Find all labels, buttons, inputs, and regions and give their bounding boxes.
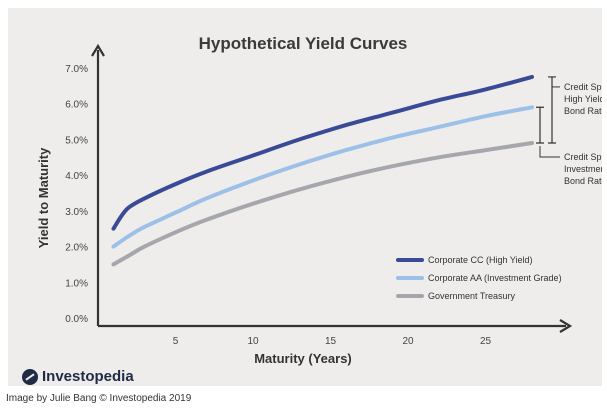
annotation-line: Bond Rated CC	[564, 106, 602, 116]
x-tick-label: 25	[480, 336, 492, 347]
investopedia-logo: Investopedia	[22, 368, 134, 385]
annotation-line: High Yield (Junk)	[564, 94, 602, 104]
series-lines	[111, 74, 534, 267]
x-tick-label: 20	[402, 336, 414, 347]
series-line-0	[111, 74, 534, 231]
y-tick-label: 4.0%	[65, 171, 88, 182]
investment-grade-spread-bracket	[536, 106, 544, 144]
annotation-line: Bond Rated AA	[564, 176, 602, 186]
y-tick-label: 2.0%	[65, 243, 88, 254]
annotation-0: Credit Spread for High Yield (Junk) Bond R…	[564, 82, 602, 116]
x-tick-label: 10	[247, 336, 259, 347]
annotation-line: Investment Grade	[564, 164, 602, 174]
x-tick-label: 5	[173, 336, 179, 347]
yield-curve-chart: Hypothetical Yield Curves 0.0% 1.0% 2.0% 3.…	[36, 34, 602, 366]
chart-axes	[91, 43, 573, 333]
y-tick-label: 3.0%	[65, 207, 88, 218]
annotation-1: Credit Spread for Investment Grade Bond Ra…	[564, 152, 602, 186]
y-tick-label: 1.0%	[65, 278, 88, 289]
y-tick-label: 7.0%	[65, 64, 88, 75]
x-tick-label: 15	[325, 336, 337, 347]
y-tick-label: 0.0%	[65, 314, 88, 325]
investopedia-logo-icon	[22, 368, 38, 385]
annotation-line: Credit Spread for	[564, 82, 602, 92]
y-tick-label: 5.0%	[65, 135, 88, 146]
y-tick-label: 6.0%	[65, 100, 88, 111]
image-caption: Image by Julie Bang © Investopedia 2019	[6, 393, 192, 404]
high-yield-spread-bracket	[548, 76, 556, 144]
investment-grade-spread-leader	[539, 146, 560, 158]
annotation-line: Credit Spread for	[564, 152, 602, 162]
legend-label: Corporate CC (High Yield)	[428, 255, 533, 265]
legend-label: Government Treasury	[428, 291, 516, 301]
y-axis-label: Yield to Maturity	[36, 147, 51, 248]
y-axis-arrow-icon	[91, 43, 105, 57]
tick-labels: 0.0% 1.0% 2.0% 3.0% 4.0% 5.0% 6.0% 7.0% 5 10 15 20 2…	[65, 64, 491, 347]
chart-title: Hypothetical Yield Curves	[199, 34, 408, 53]
credit-spread-annotations: Credit Spread for High Yield (Junk) Bond R…	[536, 76, 602, 186]
series-line-2	[111, 141, 534, 267]
logo-text: Investopedia	[42, 368, 134, 385]
x-axis-label: Maturity (Years)	[254, 351, 352, 366]
legend-label: Corporate AA (Investment Grade)	[428, 273, 562, 283]
series-line-1	[111, 105, 534, 249]
legend: Corporate CC (High Yield) Corporate AA (I…	[396, 255, 562, 301]
chart-panel: Hypothetical Yield Curves 0.0% 1.0% 2.0% 3.…	[8, 8, 602, 386]
x-axis-arrow-icon	[559, 319, 573, 333]
